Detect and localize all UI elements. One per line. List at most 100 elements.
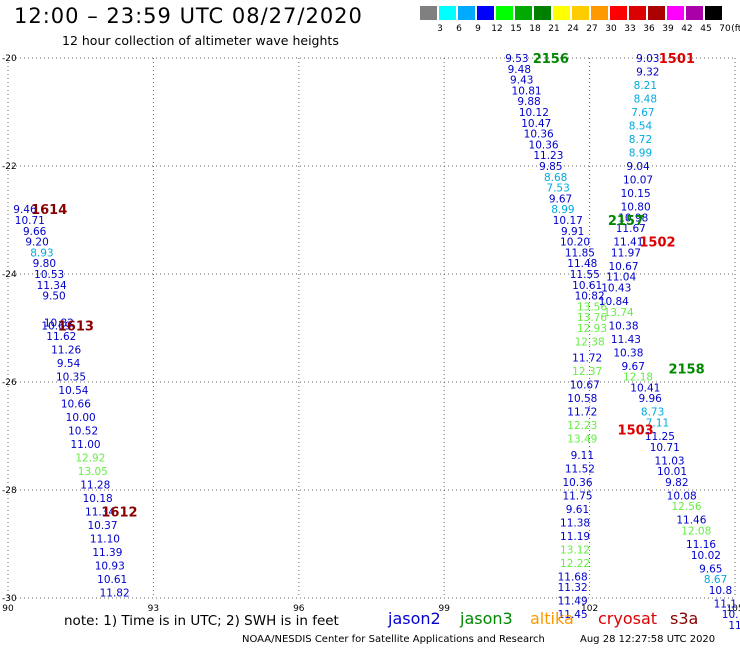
legend-swatch-30 [591,6,608,20]
swh-value-label: 11.23 [533,150,563,162]
legend-label-36: 36 [643,24,655,34]
swh-value-label: 10.67 [570,380,600,392]
swh-value-label: 9.67 [549,193,572,205]
swh-value-label: 10.36 [562,477,592,489]
swh-value-label: 9.04 [626,161,650,173]
legend-label-21: 21 [548,24,560,34]
swh-value-label: 11.45 [558,609,588,621]
footer-note: note: 1) Time is in UTC; 2) SWH is in fe… [64,613,339,629]
swh-value-label: 9.50 [42,291,65,303]
pass-time-label: 1612 [101,506,137,521]
swh-value-label: 10. [722,609,739,621]
legend-swatch-33 [610,6,627,20]
swh-value-label: 11.75 [562,490,592,502]
swh-value-label: 10.84 [599,296,629,308]
swh-value-label: 8.99 [551,204,574,216]
satellite-label-jason2: jason2 [388,609,441,628]
swh-value-label: 12.18 [623,372,653,384]
legend-swatch-42 [667,6,684,20]
pass-time-label: 1502 [639,236,675,251]
swh-value-label: 9.66 [23,226,47,238]
credit-line: NOAA/NESDIS Center for Satellite Applica… [242,634,545,645]
swh-value-label: 10.58 [567,393,597,405]
lat-tick-label: -30 [2,594,17,604]
swh-value-label: 11.16 [686,539,716,551]
swh-value-label: 10.93 [95,561,125,573]
swh-value-label: 9.43 [510,75,533,87]
swh-value-label: 7.67 [631,107,654,119]
swh-value-label: 11.32 [558,582,588,594]
swh-value-label: 10.53 [34,269,64,281]
pass-time-label: 1613 [58,319,94,334]
swh-value-label: 10.61 [97,574,127,586]
swh-value-label: 10.67 [608,261,638,273]
lon-tick-label: 105 [726,604,740,614]
swh-value-label: 10.81 [512,85,542,97]
swh-value-label: 13.56 [577,301,607,313]
satellite-label-s3a: s3a [670,609,699,628]
swh-value-label: 10.36 [524,129,554,141]
swh-value-label: 10.8 [709,585,732,597]
swh-value-label: 9.54 [57,358,81,370]
swh-value-label: 10.01 [657,466,687,478]
legend-label-6: 6 [456,24,462,34]
swh-value-label: 11.49 [558,596,588,608]
swh-value-label: 8.21 [634,80,657,92]
swh-value-label: 11.82 [100,588,130,600]
legend-unit: (ft) [731,24,740,34]
swh-value-label: 10.47 [521,118,551,130]
pass-time-label: 2158 [668,363,704,378]
swh-value-label: 11.39 [92,547,122,559]
swh-value-label: 11.28 [80,480,110,492]
swh-value-label: 11.72 [567,407,597,419]
swh-value-label: 10.98 [618,212,648,224]
swh-value-label: 11 [728,620,740,632]
satellite-label-cryosat: cryosat [598,609,658,628]
legend-swatch-6 [439,6,456,20]
pass-time-label: 2156 [533,52,569,67]
legend-swatch-21 [534,6,551,20]
swh-value-label: 13.12 [560,544,590,556]
swh-value-label: 11.41 [613,237,643,249]
swh-value-label: 11.19 [560,531,590,543]
swh-value-label: 10.43 [601,283,631,295]
map-subtitle: 12 hour collection of altimeter wave hei… [62,33,339,48]
map-title: 12:00 – 23:59 UTC 08/27/2020 [14,4,363,28]
swh-value-label: 9.80 [33,258,56,270]
legend-swatch-36 [629,6,646,20]
swh-value-label: 9.46 [13,204,37,216]
legend-label-12: 12 [491,24,503,34]
swh-value-label: 9.96 [638,393,662,405]
swh-value-label: 10.71 [650,442,680,454]
swh-value-label: 11.62 [46,331,76,343]
lon-tick-label: 102 [581,604,598,614]
swh-value-label: 10.08 [667,490,697,502]
swh-value-label: 8.93 [30,247,53,259]
legend-swatch-12 [477,6,494,20]
swh-value-label: 8.48 [634,94,657,106]
swh-value-label: 11.1 [714,598,737,610]
swh-value-label: 9.91 [561,226,584,238]
legend-label-15: 15 [510,24,522,34]
swh-value-label: 12.38 [575,337,605,349]
swh-value-label: 10.41 [630,382,660,394]
generation-timestamp: Aug 28 12:27:58 UTC 2020 [580,634,716,645]
swh-value-label: 12.93 [577,323,607,335]
swh-value-label: 11.34 [85,507,115,519]
lon-tick-label: 93 [148,604,159,614]
swh-value-label: 10.38 [613,347,643,359]
legend-label-9: 9 [475,24,481,34]
swh-value-label: 12.08 [681,526,711,538]
swh-value-label: 13.49 [567,434,597,446]
swh-value-label: 13.76 [577,312,607,324]
swh-value-label: 9.67 [622,361,645,373]
pass-time-label: 1501 [659,52,695,67]
swh-value-label: 11.46 [676,515,706,527]
swh-value-label: 10.07 [623,175,653,187]
swh-value-label: 11.25 [645,431,675,443]
swh-value-label: 11.00 [71,439,101,451]
legend-swatch-27 [572,6,589,20]
swh-value-label: 12.22 [560,558,590,570]
legend-label-39: 39 [662,24,674,34]
swh-value-label: 8.72 [629,134,652,146]
